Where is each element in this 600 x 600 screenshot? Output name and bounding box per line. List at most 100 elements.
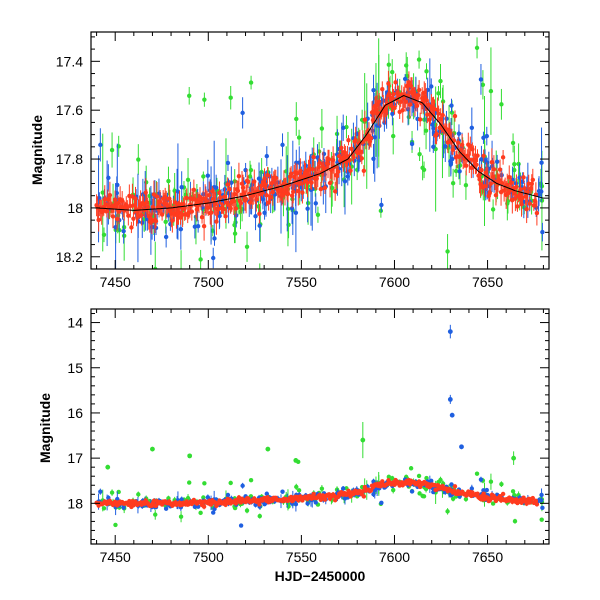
data-point (129, 225, 134, 230)
data-point (313, 201, 318, 206)
data-point (417, 491, 422, 496)
data-point (459, 142, 465, 148)
data-point (170, 218, 175, 223)
outlier-point (449, 412, 455, 418)
data-point (346, 138, 351, 143)
data-point (114, 216, 120, 222)
data-point (440, 112, 445, 118)
data-point (539, 198, 545, 203)
data-point (198, 510, 203, 516)
data-point (540, 505, 545, 511)
data-point (540, 229, 545, 235)
data-point (450, 147, 456, 152)
data-point (209, 210, 214, 215)
x-tick-label: 7450 (100, 549, 131, 565)
data-point (167, 196, 172, 201)
data-point (185, 177, 191, 183)
data-point (478, 182, 483, 187)
data-point (305, 206, 310, 211)
data-point (488, 88, 494, 94)
data-point (294, 116, 299, 122)
data-point (332, 189, 338, 194)
data-point (483, 170, 488, 175)
data-point (231, 198, 236, 204)
data-point (348, 168, 353, 173)
data-point (469, 486, 475, 491)
data-point (297, 181, 302, 187)
data-point (314, 176, 319, 181)
data-point (353, 137, 358, 143)
data-point (391, 133, 396, 139)
data-point (296, 135, 302, 140)
data-point (260, 197, 266, 202)
bottom-ticks: 7450 7500 7550 7600 7650 14 15 16 17 18 (67, 309, 549, 565)
data-point (115, 182, 120, 188)
data-point (178, 215, 183, 220)
top-y-axis-label: Magnitude (29, 115, 45, 185)
data-point (238, 200, 244, 206)
data-point (445, 249, 450, 254)
data-point (522, 186, 527, 191)
data-point (409, 489, 415, 494)
data-point (240, 110, 245, 116)
data-point (448, 159, 453, 164)
data-point (416, 473, 422, 479)
data-point (128, 203, 133, 209)
data-point (236, 173, 242, 179)
top-ticks: 7450 7500 7550 7600 7650 17.4 17.6 17.8 18 18.2 (56, 32, 549, 290)
data-point (104, 208, 110, 214)
data-point (438, 78, 443, 84)
data-point (316, 164, 321, 170)
data-point (481, 135, 486, 140)
data-point (424, 69, 429, 74)
data-point (163, 234, 169, 240)
data-point (233, 220, 238, 225)
data-point (456, 131, 462, 136)
data-point (257, 211, 262, 216)
data-point (256, 176, 262, 181)
data-point (478, 77, 484, 82)
data-point (226, 202, 231, 208)
data-point (527, 201, 532, 206)
bottom-axes-frame (90, 308, 550, 545)
y-tick-label: 14 (67, 315, 83, 331)
data-point (411, 89, 417, 95)
data-point (489, 160, 495, 165)
data-point (372, 135, 377, 140)
bottom-data-layer (94, 324, 545, 528)
data-point (205, 205, 211, 210)
data-point (178, 226, 184, 232)
data-point (341, 125, 346, 130)
data-point (144, 200, 149, 205)
data-point (487, 190, 492, 195)
data-point (175, 189, 181, 194)
data-point (280, 489, 285, 494)
data-point (139, 212, 144, 218)
data-point (205, 173, 211, 178)
data-point (379, 500, 384, 505)
data-point (540, 294, 544, 298)
data-point (408, 466, 414, 471)
data-point (240, 185, 246, 190)
data-point (225, 182, 230, 187)
data-point (406, 80, 412, 85)
outlier-point (447, 396, 453, 402)
data-point (539, 160, 544, 165)
data-point (468, 143, 473, 149)
data-point (285, 206, 291, 212)
data-point (199, 215, 205, 220)
data-point (424, 475, 429, 481)
y-tick-label: 17.8 (56, 151, 83, 167)
data-point (96, 217, 101, 223)
x-tick-label: 7500 (193, 549, 224, 565)
data-point (214, 219, 219, 224)
data-point (481, 491, 486, 496)
data-point (228, 480, 233, 486)
data-point (497, 167, 503, 172)
data-point (319, 126, 325, 131)
data-point (121, 505, 126, 510)
data-point (528, 186, 533, 191)
outlier-point (150, 446, 155, 452)
data-point (233, 206, 239, 211)
